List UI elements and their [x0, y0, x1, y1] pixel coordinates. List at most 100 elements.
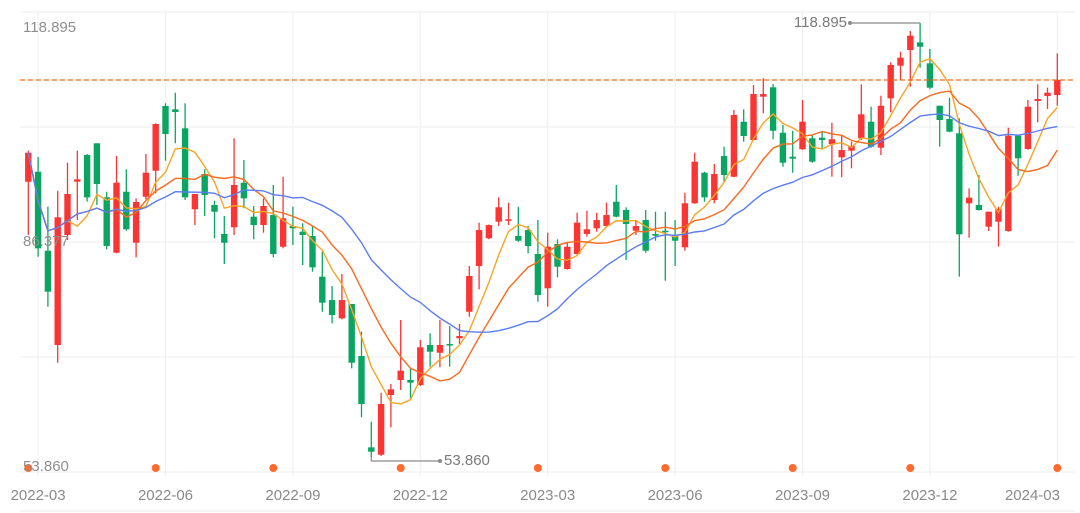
candle-down[interactable]: [936, 105, 943, 147]
candle-up[interactable]: [387, 383, 395, 428]
candle-down[interactable]: [946, 97, 953, 133]
candle-down[interactable]: [720, 146, 728, 182]
candle-up[interactable]: [573, 212, 581, 255]
candle-up[interactable]: [848, 141, 855, 169]
candle-down[interactable]: [740, 109, 747, 142]
candle-down[interactable]: [328, 286, 336, 324]
candle-down[interactable]: [221, 216, 228, 265]
candle-up[interactable]: [603, 202, 610, 227]
candle-down[interactable]: [818, 131, 826, 150]
candle-up[interactable]: [466, 266, 473, 317]
candle-up[interactable]: [564, 242, 571, 270]
candle-up[interactable]: [495, 197, 502, 227]
candle-down[interactable]: [240, 160, 248, 209]
candle-down[interactable]: [270, 184, 277, 258]
candle-down[interactable]: [867, 106, 875, 148]
candle-down[interactable]: [975, 174, 983, 211]
candle-up[interactable]: [965, 188, 973, 238]
candle-up[interactable]: [191, 194, 199, 226]
candle-down[interactable]: [103, 191, 110, 250]
event-marker[interactable]: [396, 464, 405, 472]
candle-down[interactable]: [358, 331, 365, 418]
event-marker[interactable]: [661, 464, 670, 472]
candle-up[interactable]: [132, 198, 140, 258]
candle-down[interactable]: [250, 206, 257, 240]
candle-up[interactable]: [887, 62, 894, 113]
candle-down[interactable]: [613, 184, 620, 218]
candle-up[interactable]: [505, 202, 512, 226]
candle-up[interactable]: [64, 162, 71, 240]
candle-up[interactable]: [985, 211, 992, 232]
candle-up[interactable]: [1005, 127, 1012, 232]
candle-down[interactable]: [779, 125, 787, 167]
candle-down[interactable]: [622, 207, 630, 261]
candle-up[interactable]: [113, 156, 120, 254]
candle-up[interactable]: [1054, 53, 1061, 106]
candle-up[interactable]: [54, 190, 61, 363]
candle-down[interactable]: [211, 200, 218, 239]
candle-up[interactable]: [711, 164, 718, 204]
candle-down[interactable]: [426, 333, 434, 367]
candle-down[interactable]: [123, 169, 130, 231]
candle-up[interactable]: [544, 232, 551, 307]
candle-up[interactable]: [583, 210, 591, 237]
candle-up[interactable]: [142, 154, 150, 200]
candle-down[interactable]: [534, 220, 542, 302]
event-marker[interactable]: [151, 464, 160, 472]
candle-down[interactable]: [34, 157, 42, 257]
candle-down[interactable]: [789, 130, 796, 173]
candle-down[interactable]: [348, 303, 355, 369]
candle-down[interactable]: [407, 368, 414, 399]
candle-down[interactable]: [83, 154, 91, 202]
candle-up[interactable]: [858, 84, 865, 141]
candle-up[interactable]: [877, 95, 885, 156]
candle-up[interactable]: [750, 85, 757, 141]
candle-down[interactable]: [809, 135, 816, 163]
candle-down[interactable]: [446, 326, 453, 367]
candle-up[interactable]: [338, 274, 346, 320]
candle-up[interactable]: [485, 224, 493, 240]
candle-up[interactable]: [907, 31, 914, 87]
candle-up[interactable]: [377, 392, 385, 457]
candle-down[interactable]: [769, 84, 777, 140]
candle-down[interactable]: [671, 220, 679, 267]
candle-up[interactable]: [897, 51, 904, 81]
candle-up[interactable]: [1024, 99, 1032, 150]
candle-up[interactable]: [838, 135, 845, 178]
candle-down[interactable]: [662, 211, 669, 281]
candle-up[interactable]: [691, 152, 698, 204]
candle-down[interactable]: [44, 206, 52, 307]
candle-down[interactable]: [524, 226, 532, 254]
event-marker[interactable]: [269, 464, 278, 472]
candle-down[interactable]: [956, 118, 963, 277]
candle-down[interactable]: [926, 48, 934, 90]
candle-down[interactable]: [172, 92, 179, 144]
candle-down[interactable]: [162, 103, 169, 161]
candle-up[interactable]: [397, 319, 404, 390]
candle-up[interactable]: [593, 212, 600, 232]
event-marker[interactable]: [906, 464, 915, 472]
candle-up[interactable]: [828, 122, 836, 177]
candle-up[interactable]: [681, 192, 689, 251]
candle-up[interactable]: [799, 99, 806, 150]
candle-down[interactable]: [181, 103, 189, 201]
candle-down[interactable]: [916, 23, 924, 68]
candle-down[interactable]: [299, 223, 306, 266]
candle-up[interactable]: [730, 109, 738, 178]
candle-up[interactable]: [1044, 87, 1051, 109]
candle-up[interactable]: [456, 324, 463, 345]
event-marker[interactable]: [1053, 464, 1062, 472]
candle-up[interactable]: [760, 78, 767, 114]
candle-up[interactable]: [25, 150, 32, 235]
candle-up[interactable]: [74, 150, 81, 221]
candle-up[interactable]: [260, 198, 267, 233]
candle-down[interactable]: [309, 226, 316, 272]
candle-up[interactable]: [475, 222, 483, 290]
candle-down[interactable]: [652, 211, 659, 241]
candle-down[interactable]: [319, 251, 326, 312]
event-marker[interactable]: [788, 464, 797, 472]
candle-up[interactable]: [632, 220, 640, 235]
candle-up[interactable]: [230, 138, 238, 235]
event-marker[interactable]: [24, 464, 33, 472]
event-marker[interactable]: [533, 464, 542, 472]
